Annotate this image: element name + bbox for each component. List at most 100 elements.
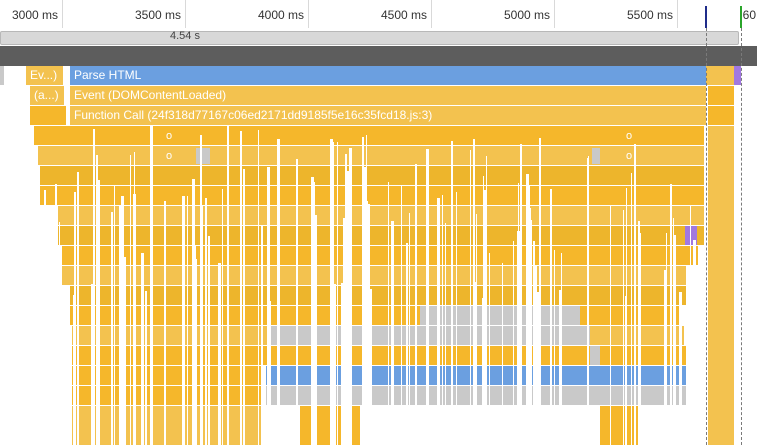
flame-bar[interactable] (592, 148, 600, 164)
flame-bar[interactable] (420, 306, 580, 325)
flame-bar[interactable] (600, 406, 640, 445)
flame-gap (623, 210, 624, 445)
flame-bar-event-short[interactable]: Ev...) (26, 66, 63, 85)
flame-gap (201, 147, 202, 445)
flame-gap (312, 182, 315, 445)
marker-navy (705, 6, 707, 28)
flame-gap (51, 267, 53, 445)
flame-bar-parse-html[interactable]: Parse HTML (70, 66, 706, 85)
flame-gap (196, 259, 197, 445)
flame-gap (240, 131, 242, 445)
flame-bar[interactable] (708, 106, 734, 125)
flame-bar[interactable] (58, 226, 704, 245)
flame-gap (476, 214, 477, 445)
flame-gap (559, 290, 561, 445)
flame-gap (195, 246, 196, 445)
flame-gap (182, 196, 185, 445)
flame-gap (693, 244, 694, 445)
flame-gap (96, 155, 98, 445)
flame-gap (401, 185, 402, 445)
flame-chart[interactable]: Ev...) Parse HTML (a...) Event (DOMConte… (0, 66, 757, 445)
flame-gap (631, 173, 632, 445)
flame-gap (409, 213, 410, 445)
tick-line (62, 0, 63, 28)
main-thread-band[interactable] (0, 46, 757, 66)
flame-gap (539, 138, 541, 445)
flame-gap (406, 243, 408, 445)
flame-gap (451, 141, 453, 445)
flame-bar-function-call[interactable]: Function Call (24f318d77167c06ed2171dd91… (70, 106, 706, 125)
flame-gap (114, 185, 115, 445)
flame-gap (208, 236, 210, 445)
flame-gap (218, 263, 221, 445)
flame-gap (343, 218, 346, 445)
flame-gap (134, 152, 135, 445)
duration-row: 4.54 s (0, 28, 757, 46)
flame-bar[interactable] (196, 148, 210, 164)
flame-gap (533, 241, 535, 445)
flame-gap (244, 236, 245, 445)
flame-gap (391, 221, 394, 445)
duration-bar[interactable] (0, 31, 739, 45)
flame-gap (40, 213, 42, 445)
flame-bar[interactable] (706, 66, 734, 85)
flame-gap (193, 259, 194, 445)
flame-bar[interactable] (58, 206, 704, 225)
flame-gap (537, 292, 539, 445)
flame-gap (261, 226, 263, 445)
tick-label-5000: 5000 ms (503, 8, 550, 22)
flame-gap (42, 237, 43, 445)
flame-gap (502, 263, 503, 445)
flame-bar[interactable] (30, 106, 66, 125)
flame-gap (222, 189, 223, 445)
flame-bar[interactable] (708, 86, 734, 105)
flame-bar[interactable] (0, 66, 4, 85)
flame-bar[interactable] (70, 306, 682, 325)
flame-bar[interactable] (62, 266, 686, 285)
flame-bar[interactable] (62, 246, 698, 265)
flame-gap (610, 205, 611, 445)
flame-bar[interactable] (40, 186, 704, 205)
marker-label: o (626, 150, 633, 162)
marker-green (740, 6, 742, 28)
flame-gap (670, 184, 672, 445)
flame-bar[interactable] (70, 286, 686, 305)
duration-label: 4.54 s (170, 30, 200, 42)
flame-gap (486, 156, 487, 445)
tick-label-3000: 3000 ms (11, 8, 58, 22)
time-ruler[interactable]: 3000 ms 3500 ms 4000 ms 4500 ms 5000 ms … (0, 0, 757, 29)
flame-bar[interactable] (590, 346, 600, 365)
flame-gap (59, 222, 60, 445)
flame-bar[interactable] (72, 366, 262, 385)
flame-gap (679, 292, 682, 445)
flame-gap (369, 289, 372, 445)
flame-gap (634, 144, 636, 445)
tick-line (554, 0, 555, 28)
flame-gap (277, 139, 280, 445)
flame-bar[interactable] (72, 386, 262, 405)
flame-bar-event-domcontentloaded[interactable]: Event (DOMContentLoaded) (70, 86, 706, 105)
flame-gap (349, 148, 352, 445)
dashed-line (706, 28, 707, 445)
flame-gap (367, 205, 369, 445)
flame-gap (150, 126, 153, 445)
flame-gap (489, 253, 490, 445)
flame-gap (94, 138, 95, 445)
flame-bar[interactable] (708, 126, 734, 445)
flame-bar[interactable] (734, 66, 741, 85)
tick-label-5500: 5500 ms (626, 8, 673, 22)
flame-bar[interactable] (38, 146, 704, 165)
flame-gap (74, 192, 76, 445)
flame-bar[interactable] (72, 346, 686, 365)
marker-label: o (626, 130, 633, 142)
flame-gap (513, 241, 514, 445)
flame-gap (518, 183, 519, 445)
flame-gap (92, 292, 93, 445)
flame-bar-event-short[interactable]: (a...) (30, 86, 64, 105)
flame-gap (333, 284, 336, 445)
flame-bar[interactable] (270, 326, 590, 345)
flame-bar[interactable] (34, 126, 704, 145)
flame-bar[interactable] (72, 406, 262, 445)
flame-bar[interactable] (40, 166, 704, 185)
flame-gap (119, 287, 121, 445)
